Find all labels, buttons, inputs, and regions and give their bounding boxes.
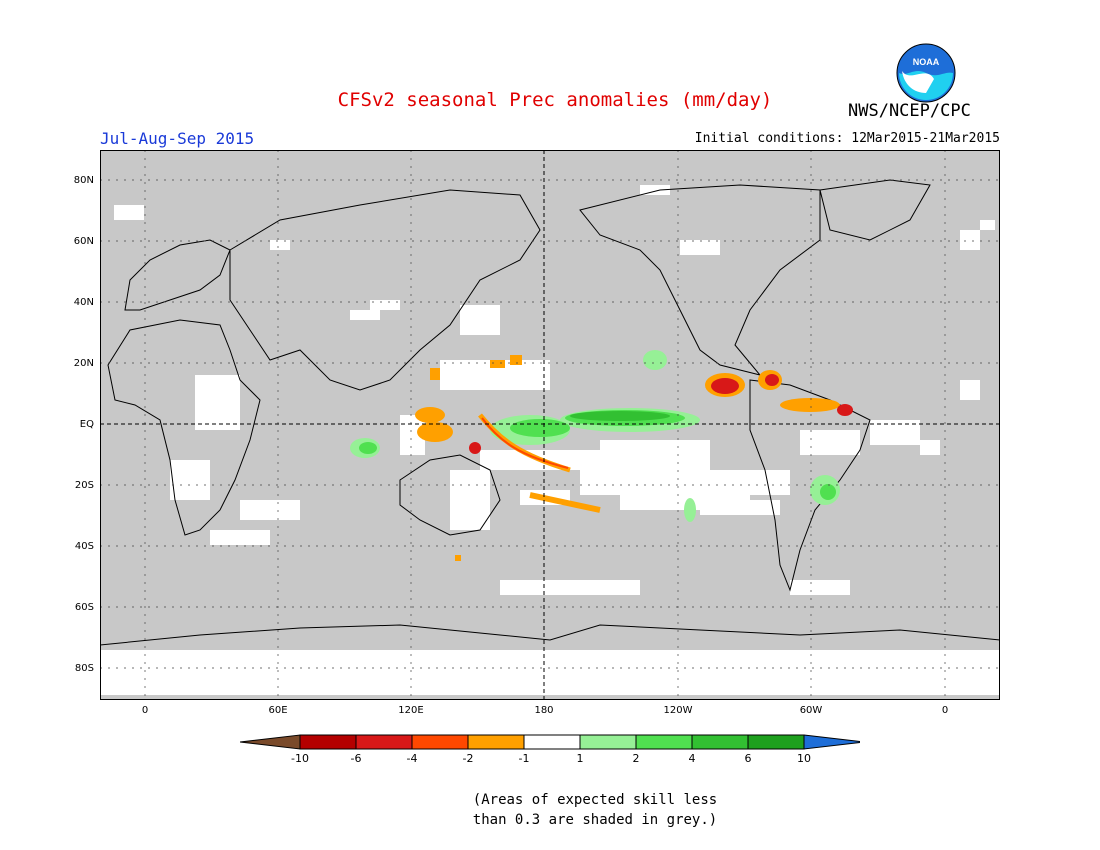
- lon-label: 120E: [398, 705, 424, 716]
- colorbar-cell: [803, 734, 860, 750]
- colorbar-label: -2: [462, 752, 474, 765]
- graticule: [100, 150, 1000, 700]
- colorbar-cell: [747, 734, 805, 750]
- colorbar-label: -4: [406, 752, 418, 765]
- initial-conditions-label: Initial conditions: 12Mar2015-21Mar2015: [694, 131, 1000, 146]
- positive-anomalies: [350, 350, 840, 522]
- colorbar-label: 1: [576, 752, 584, 765]
- footnote-line-2: than 0.3 are shaded in grey.): [472, 812, 718, 828]
- lon-label: 60W: [799, 705, 823, 716]
- lat-label: EQ: [79, 419, 94, 430]
- lat-label: 40S: [74, 541, 94, 552]
- colorbar-cell: [635, 734, 693, 750]
- lat-label: 80S: [74, 663, 94, 674]
- colorbar-cell: [467, 734, 525, 750]
- noaa-logo-text: NOAA: [913, 57, 940, 67]
- colorbar-cell: [411, 734, 469, 750]
- precip-anomaly-map: [100, 150, 1000, 700]
- lon-label: 120W: [663, 705, 693, 716]
- colorbar-label: 6: [744, 752, 752, 765]
- colorbar-label: 2: [632, 752, 640, 765]
- colorbar-cell: [691, 734, 749, 750]
- organization-label: NWS/NCEP/CPC: [848, 101, 971, 121]
- lat-label: 80N: [73, 175, 94, 186]
- lon-label: 0: [141, 705, 149, 716]
- colorbar-cell: [240, 734, 301, 750]
- colorbar-cell: [299, 734, 357, 750]
- lat-label: 20S: [74, 480, 94, 491]
- colorbar-label: 4: [688, 752, 696, 765]
- colorbar-label: -10: [291, 752, 309, 765]
- colorbar-label: -1: [518, 752, 530, 765]
- lon-label: 60E: [268, 705, 288, 716]
- colorbar-cell: [523, 734, 581, 750]
- colorbar-cell: [579, 734, 637, 750]
- lat-label: 40N: [73, 297, 94, 308]
- colorbar: [240, 734, 860, 750]
- season-label: Jul-Aug-Sep 2015: [100, 129, 255, 148]
- map-title: CFSv2 seasonal Prec anomalies (mm/day): [337, 89, 773, 111]
- lon-label: 0: [941, 705, 949, 716]
- colorbar-label: 10: [797, 752, 811, 765]
- lat-label: 20N: [73, 358, 94, 369]
- colorbar-label: -6: [350, 752, 362, 765]
- footnote-line-1: (Areas of expected skill less: [472, 792, 718, 808]
- negative-anomalies: [415, 355, 853, 561]
- colorbar-cell: [355, 734, 413, 750]
- equator-and-dateline: [100, 150, 1000, 700]
- lat-label: 60N: [73, 236, 94, 247]
- lon-label: 180: [534, 705, 554, 716]
- coastlines: [100, 179, 1000, 646]
- lat-label: 60S: [74, 602, 94, 613]
- white-skill-patches: [100, 185, 1000, 695]
- noaa-logo: NOAA: [896, 43, 956, 103]
